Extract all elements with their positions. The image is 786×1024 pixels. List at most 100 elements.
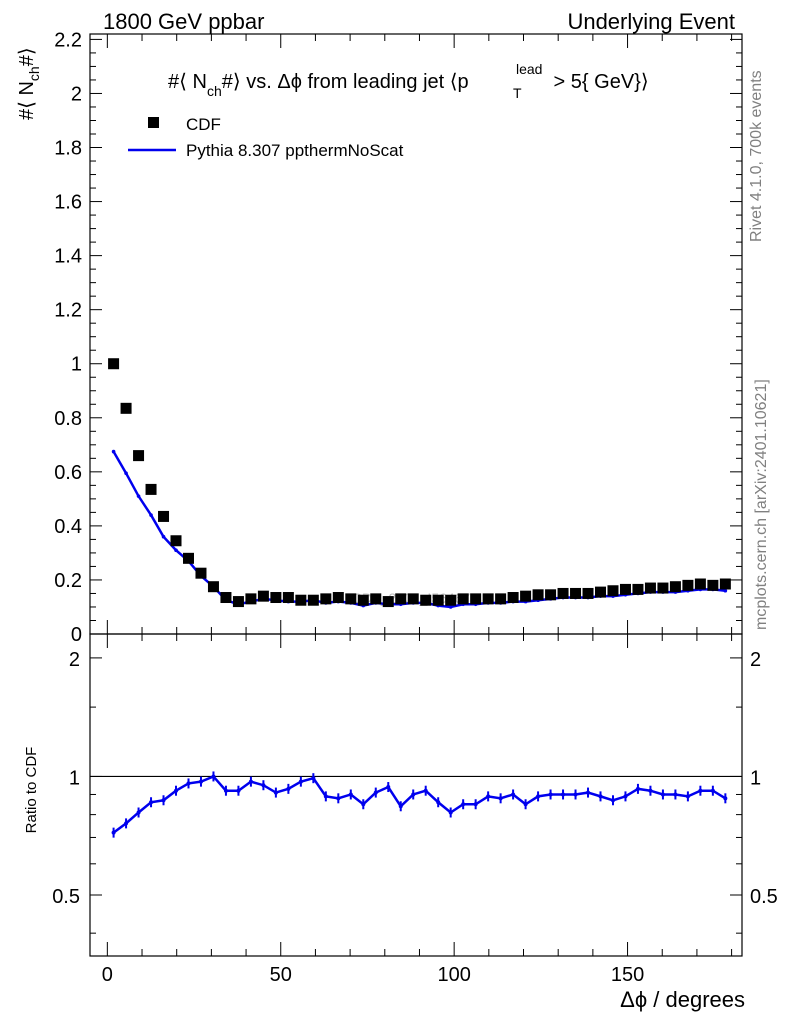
ratio-y-ticks: 0.5 0.5 1 1 2 2	[52, 649, 778, 934]
ratio-line	[112, 774, 727, 834]
cdf-point	[182, 552, 194, 564]
main-ytick-label: 1.4	[54, 246, 82, 268]
cdf-point	[407, 593, 419, 605]
cdf-point	[395, 593, 407, 605]
x-axis-label: Δϕ / degrees	[620, 987, 745, 1012]
ratio-point	[223, 788, 228, 793]
ratio-point	[261, 783, 266, 788]
cdf-point	[432, 594, 444, 606]
cdf-point	[120, 402, 132, 414]
rivet-label: Rivet 4.1.0, 700k events	[748, 70, 765, 242]
ratio-xtick-label: 0	[102, 964, 113, 986]
mc-point	[448, 605, 453, 609]
legend-cdf-marker	[148, 117, 159, 128]
cdf-series	[108, 358, 731, 608]
cdf-point	[607, 585, 619, 597]
cdf-point	[357, 594, 369, 606]
cdf-point	[245, 593, 257, 605]
ratio-point	[323, 794, 328, 799]
mc-line	[112, 450, 726, 609]
cdf-point	[420, 594, 432, 606]
ratio-point	[386, 785, 391, 790]
cdf-point	[495, 593, 507, 605]
cdf-point	[470, 593, 482, 605]
header-left: 1800 GeV ppbar	[103, 9, 264, 34]
ratio-point	[298, 779, 303, 784]
ratio-ytick-label: 0.5	[52, 886, 80, 908]
legend-cdf-label: CDF	[186, 115, 221, 134]
ratio-point	[685, 794, 690, 799]
ratio-point	[136, 810, 141, 815]
ratio-point	[398, 804, 403, 809]
ratio-point	[248, 779, 253, 784]
cdf-point	[632, 583, 644, 595]
ratio-point	[336, 796, 341, 801]
ratio-ytick-label-right: 0.5	[750, 886, 778, 908]
ratio-point	[498, 796, 503, 801]
legend-mc-label: Pythia 8.307 ppthermNoScat	[186, 141, 404, 160]
ratio-point	[486, 794, 491, 799]
ratio-point	[161, 798, 166, 803]
ratio-point	[186, 781, 191, 786]
main-ytick-label: 1.8	[54, 138, 82, 160]
cdf-point	[482, 593, 494, 605]
cdf-point	[133, 450, 145, 462]
main-ytick-label: 0.4	[54, 516, 82, 538]
ratio-point	[448, 810, 453, 815]
main-ylabel: #⟨ Nch#⟩	[16, 47, 42, 120]
mc-point	[136, 494, 141, 498]
ratio-xtick-label: 50	[270, 964, 292, 986]
ratio-point	[573, 792, 578, 797]
ratio-point	[586, 790, 591, 795]
main-ytick-label: 1	[71, 354, 82, 376]
ylabel-part-b: #⟩	[16, 47, 38, 66]
cdf-point	[382, 596, 394, 608]
cdf-point	[270, 592, 282, 604]
cdf-point	[195, 567, 207, 579]
cdf-point	[644, 582, 656, 594]
cdf-point	[320, 593, 332, 605]
legend: CDF Pythia 8.307 ppthermNoScat	[128, 115, 404, 160]
cdf-point	[220, 592, 232, 604]
ratio-point	[648, 788, 653, 793]
main-panel: 00.20.40.60.811.21.41.61.822.2 #⟨ Nch#⟩ …	[16, 29, 743, 646]
cdf-point	[370, 593, 382, 605]
ratio-point	[348, 792, 353, 797]
ratio-series	[111, 771, 728, 838]
cdf-point	[295, 594, 307, 606]
ratio-point	[660, 792, 665, 797]
title-sub-ch: ch	[207, 83, 222, 99]
ratio-point	[548, 792, 553, 797]
cdf-point	[694, 578, 706, 590]
cdf-point	[570, 587, 582, 599]
main-ytick-label: 0.6	[54, 462, 82, 484]
cdf-point	[282, 592, 294, 604]
ratio-point	[561, 792, 566, 797]
main-ytick-label: 0.8	[54, 408, 82, 430]
title-sup-lead: lead	[516, 61, 542, 77]
cdf-point	[520, 590, 532, 602]
cdf-point	[257, 590, 269, 602]
cdf-point	[669, 581, 681, 593]
cdf-point	[507, 592, 519, 604]
ratio-point	[635, 786, 640, 791]
cdf-point	[557, 587, 569, 599]
main-ytick-label: 0	[71, 624, 82, 646]
ratio-point	[174, 788, 179, 793]
ratio-point	[473, 802, 478, 807]
title-part-b: #⟩ vs. Δϕ from leading jet ⟨p	[222, 71, 469, 93]
ratio-ytick-label-right: 1	[750, 767, 761, 789]
cdf-point	[445, 594, 457, 606]
cdf-point	[619, 583, 631, 595]
main-ytick-label: 2	[71, 83, 82, 105]
ratio-point	[536, 794, 541, 799]
chart-title: #⟨ Nch#⟩ vs. Δϕ from leading jet ⟨p lead T…	[168, 61, 649, 101]
ratio-xtick-label: 150	[611, 964, 644, 986]
main-x-ticks	[106, 34, 733, 634]
cdf-point	[307, 594, 319, 606]
cdf-point	[158, 510, 170, 522]
main-ytick-label: 1.6	[54, 192, 82, 214]
cdf-point	[682, 579, 694, 591]
ratio-point	[598, 794, 603, 799]
ratio-point	[723, 796, 728, 801]
